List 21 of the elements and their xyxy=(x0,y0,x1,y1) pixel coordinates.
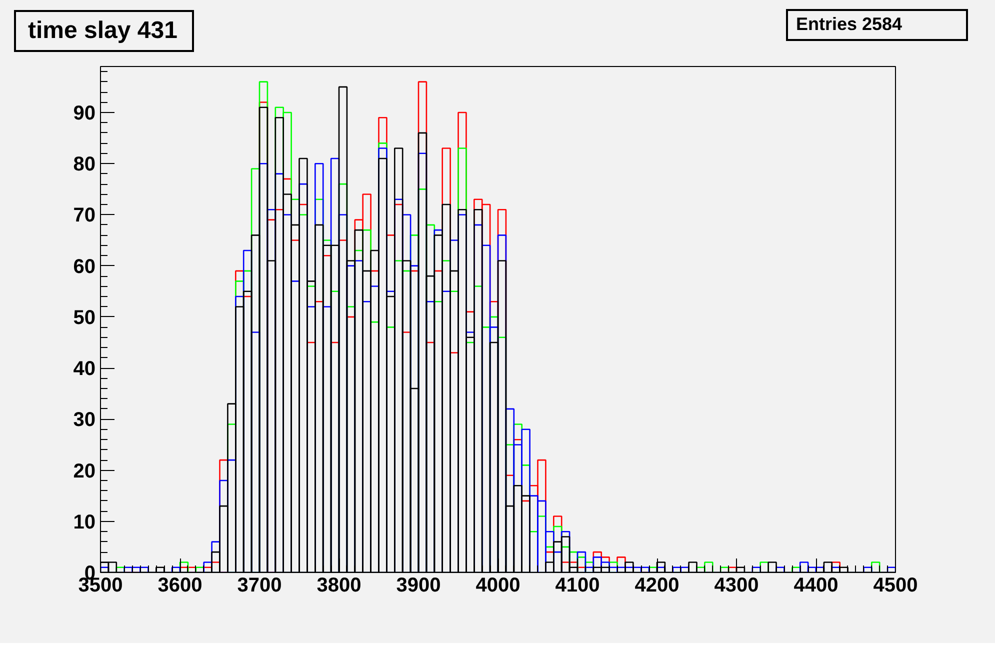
y-tick-label: 60 xyxy=(73,256,96,278)
y-tick-label: 80 xyxy=(73,154,96,176)
y-tick-label: 20 xyxy=(73,460,96,482)
x-tick-label: 4100 xyxy=(555,574,600,596)
y-tick-label: 10 xyxy=(73,511,96,534)
y-tick-label: 30 xyxy=(73,409,96,432)
chart-title: time slay 431 xyxy=(14,10,194,52)
text: Entries 2584 xyxy=(786,9,968,41)
y-tick-label: 90 xyxy=(73,102,96,124)
x-tick-label: 3600 xyxy=(158,574,202,596)
y-tick-label: 40 xyxy=(73,358,96,380)
y-tick-label: 70 xyxy=(73,204,96,227)
x-tick-label: 4500 xyxy=(873,574,918,596)
x-tick-label: 4300 xyxy=(714,574,759,596)
x-tick-label: 3900 xyxy=(396,574,441,596)
x-tick-label: 3700 xyxy=(237,574,282,596)
y-tick-label: 50 xyxy=(73,306,96,329)
x-tick-label: 4000 xyxy=(476,574,520,596)
x-tick-label: 4200 xyxy=(634,574,680,596)
x-tick-label: 3800 xyxy=(316,574,362,596)
x-tick-label: 4400 xyxy=(794,574,838,596)
